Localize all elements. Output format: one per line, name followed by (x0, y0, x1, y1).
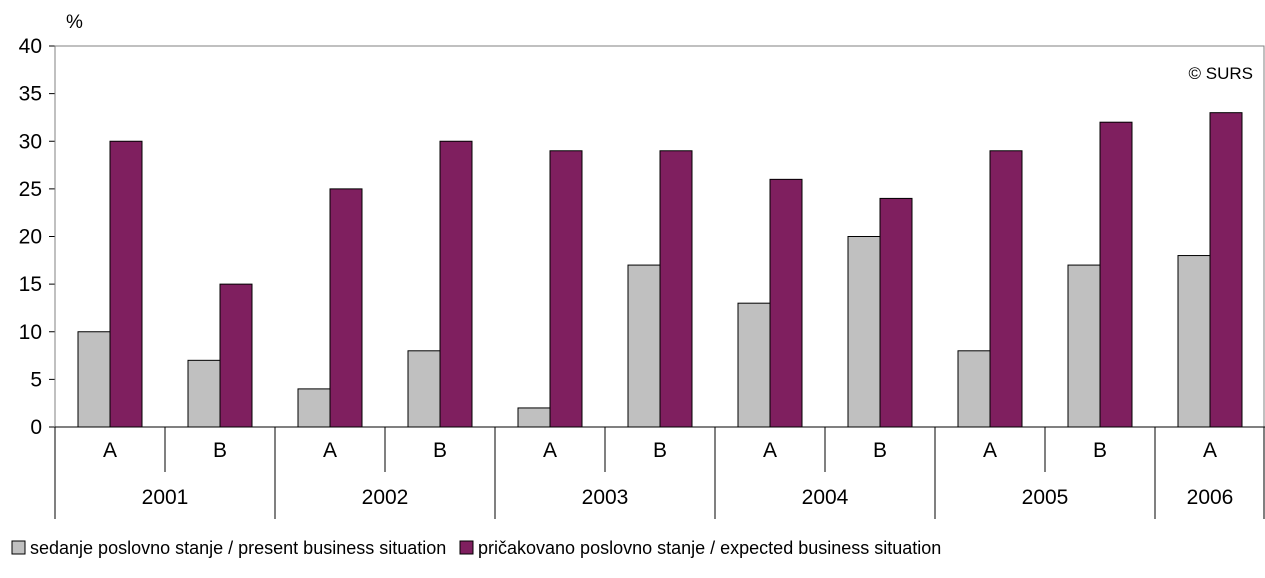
x-group-label: 2002 (362, 486, 409, 509)
bar-present (1177, 255, 1211, 428)
x-tick-label: B (433, 439, 447, 462)
bar-present (517, 407, 551, 428)
y-tick-label: 5 (30, 368, 42, 391)
bar-expected (879, 197, 913, 428)
bar-present (627, 264, 661, 428)
x-tick-label: A (763, 439, 777, 462)
bar-present (737, 302, 771, 428)
x-group-label: 2006 (1187, 486, 1234, 509)
bar-expected (1099, 121, 1133, 428)
bar-expected (659, 150, 693, 428)
legend-label: pričakovano poslovno stanje / expected b… (478, 538, 941, 558)
legend-swatch (459, 540, 474, 555)
bar-expected (1209, 112, 1243, 428)
x-tick-label: A (323, 439, 337, 462)
y-tick-label: 40 (19, 35, 42, 58)
bar-expected (549, 150, 583, 428)
bar-expected (329, 188, 363, 428)
bar-expected (989, 150, 1023, 428)
x-group-label: 2001 (142, 486, 189, 509)
bar-expected (439, 140, 473, 428)
y-tick-label: 20 (19, 226, 42, 249)
x-group-label: 2005 (1022, 486, 1069, 509)
x-tick-label: A (983, 439, 997, 462)
y-axis-unit-label: % (66, 12, 83, 33)
bar-present (297, 388, 331, 428)
x-tick-label: B (213, 439, 227, 462)
y-tick-label: 25 (19, 178, 42, 201)
x-group-label: 2004 (802, 486, 849, 509)
x-tick-label: A (1203, 439, 1217, 462)
bar-expected (109, 140, 143, 428)
bar-present (1067, 264, 1101, 428)
y-tick-label: 0 (30, 416, 42, 439)
y-tick-label: 10 (19, 321, 42, 344)
x-tick-label: B (873, 439, 887, 462)
y-tick-label: 15 (19, 273, 42, 296)
x-tick-label: A (543, 439, 557, 462)
bar-present (957, 350, 991, 428)
legend-swatch (11, 540, 26, 555)
plot-area (54, 45, 1265, 428)
copyright-label: © SURS (1189, 64, 1253, 83)
y-tick-label: 30 (19, 130, 42, 153)
bar-expected (219, 283, 253, 428)
y-tick-label: 35 (19, 83, 42, 106)
x-axis: A B A B A B A B A B A 2001 2002 2003 2004 2005 2006 (54, 426, 1265, 519)
bar-present (77, 331, 111, 428)
bar-expected (769, 178, 803, 428)
x-group-label: 2003 (582, 486, 629, 509)
bar-present (407, 350, 441, 428)
x-tick-label: B (653, 439, 667, 462)
legend: sedanje poslovno stanje / present busine… (11, 538, 941, 558)
bar-present (847, 236, 881, 428)
legend-label: sedanje poslovno stanje / present busine… (30, 538, 446, 558)
x-tick-label: A (103, 439, 117, 462)
y-axis: 0 5 10 15 20 25 30 35 40 (19, 35, 56, 439)
bar-present (187, 359, 221, 428)
x-tick-label: B (1093, 439, 1107, 462)
